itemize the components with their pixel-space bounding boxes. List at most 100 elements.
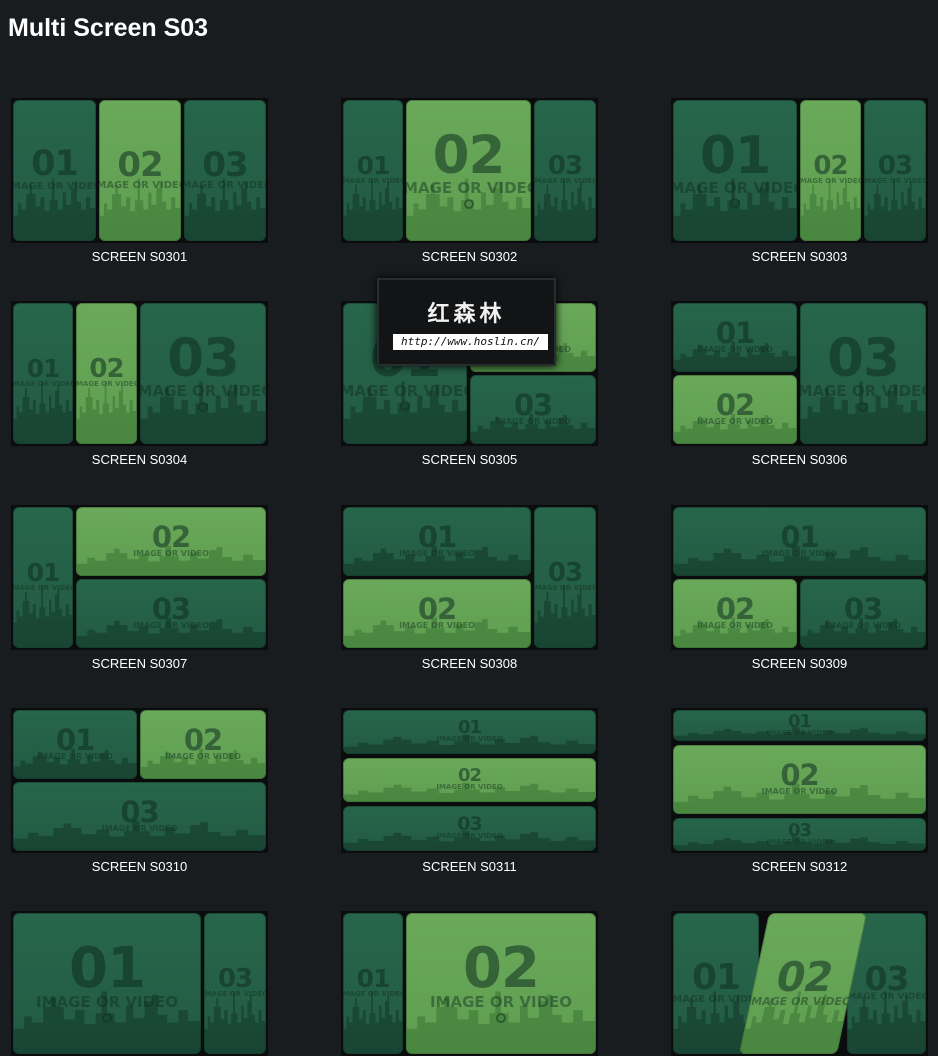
cell-sub-label: IMAGE OR VIDEO xyxy=(745,994,853,1008)
cell-number: 03 xyxy=(457,813,482,836)
screen-caption[interactable]: SCREEN S0310 xyxy=(91,859,188,874)
screen-card[interactable]: 01 IMAGE OR VIDEO 02 IMAGE OR VIDEO xyxy=(341,911,598,1056)
camera-icon xyxy=(858,401,868,412)
screen-caption[interactable]: SCREEN S0306 xyxy=(751,452,848,467)
watermark-title: 红森林 xyxy=(427,302,506,327)
cell-sub-label: IMAGE OR VIDEO xyxy=(133,621,209,631)
skyline-icon xyxy=(343,617,531,648)
screen-caption[interactable]: SCREEN S0302 xyxy=(421,249,518,264)
screen-thumbnail[interactable]: 01 IMAGE OR VIDEO 02 IMAGE OR VIDEO xyxy=(341,911,598,1056)
skyline-icon xyxy=(343,381,467,444)
screen-caption[interactable]: SCREEN S0307 xyxy=(91,656,188,671)
page-title: Multi Screen S03 xyxy=(8,14,209,42)
cell-number: 02 xyxy=(183,723,223,758)
screen-thumbnail[interactable]: 01 IMAGE OR VIDEO 03 IMAGE OR VIDEO xyxy=(11,911,268,1056)
cell-number: 03 xyxy=(827,328,900,390)
cell-sub-label: IMAGE OR VIDEO xyxy=(800,382,926,401)
cell-sub-label: IMAGE OR VIDEO xyxy=(436,735,503,744)
skyline-icon xyxy=(673,341,797,372)
cell-sub-label: IMAGE OR VIDEO xyxy=(847,992,926,1003)
screen-caption[interactable]: SCREEN S0309 xyxy=(751,656,848,671)
skyline-icon xyxy=(534,585,596,648)
cell-number: 01 xyxy=(356,151,391,181)
screen-caption[interactable]: SCREEN S0311 xyxy=(422,859,517,874)
cell-number: 02 xyxy=(151,520,191,555)
cell-number: 03 xyxy=(547,557,583,588)
cell-sub-label: IMAGE OR VIDEO xyxy=(399,549,475,559)
cell-sub-label: IMAGE OR VIDEO xyxy=(13,180,96,192)
skyline-icon xyxy=(470,413,596,444)
skyline-icon xyxy=(673,836,926,851)
cell-number: 03 xyxy=(877,150,913,181)
cell-number: 03 xyxy=(120,795,159,830)
skyline-icon xyxy=(13,178,96,241)
screen-caption[interactable]: SCREEN S0312 xyxy=(751,859,848,874)
cell-sub-label: IMAGE OR VIDEO xyxy=(204,990,266,999)
cell-sub-label: IMAGE OR VIDEO xyxy=(343,176,403,185)
cell-sub-label: IMAGE OR VIDEO xyxy=(13,583,73,592)
skyline-icon xyxy=(864,178,926,241)
cell-sub-label: IMAGE OR VIDEO xyxy=(436,783,503,792)
cell-sub-label: IMAGE OR VIDEO xyxy=(399,621,475,631)
skyline-icon xyxy=(343,782,596,802)
cell-sub-label: IMAGE OR VIDEO xyxy=(343,381,467,400)
screen-caption[interactable]: SCREEN S0308 xyxy=(421,656,518,671)
skyline-icon xyxy=(673,727,926,741)
cell-number: 03 xyxy=(217,963,253,994)
screen-caption[interactable]: SCREEN S0301 xyxy=(91,249,188,264)
cell-sub-label: IMAGE OR VIDEO xyxy=(800,177,861,186)
cell-sub-label: IMAGE OR VIDEO xyxy=(697,621,773,631)
skyline-icon xyxy=(13,820,266,851)
screen-caption[interactable]: SCREEN S0304 xyxy=(91,452,188,467)
cell-number: 02 xyxy=(432,125,506,187)
cell-sub-label: IMAGE OR VIDEO xyxy=(761,549,838,559)
cell-sub-label: IMAGE OR VIDEO xyxy=(406,179,531,198)
cell-sub-label: IMAGE OR VIDEO xyxy=(495,417,571,427)
skyline-icon xyxy=(406,178,531,241)
screen-caption[interactable]: SCREEN S0303 xyxy=(751,249,848,264)
cell-sub-label: IMAGE OR VIDEO xyxy=(864,177,926,186)
cell-number: 03 xyxy=(513,388,553,423)
skyline-icon xyxy=(800,178,861,241)
screen-card[interactable]: 01 IMAGE OR VIDEO 03 IMAGE OR VIDEO xyxy=(11,911,268,1056)
cell-number: 01 xyxy=(787,710,812,732)
screen-caption[interactable]: SCREEN S0305 xyxy=(421,452,518,467)
